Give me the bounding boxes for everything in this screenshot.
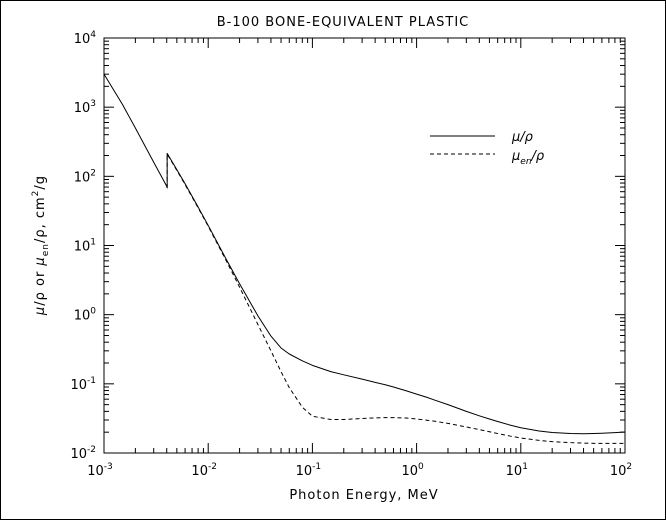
y-tick-label-exp: -1 bbox=[87, 376, 96, 386]
series-muen-rho-line bbox=[166, 153, 625, 444]
x-tick-label: 10-1 bbox=[296, 462, 322, 479]
x-tick-label-base: 10 bbox=[506, 464, 523, 479]
legend-label-muen-rho-main: μ bbox=[511, 149, 520, 164]
legend-label-mu-rho-rest: /ρ bbox=[519, 130, 533, 145]
x-tick-label-exp: 1 bbox=[522, 462, 528, 472]
y-axis-title-or: or bbox=[33, 266, 48, 292]
y-axis-title-mu: μ bbox=[33, 306, 48, 316]
y-axis-title-unit-end: /g bbox=[33, 175, 48, 190]
x-tick-label-exp: -2 bbox=[208, 462, 217, 472]
x-tick-label: 102 bbox=[610, 462, 632, 479]
x-tick-label: 101 bbox=[506, 462, 528, 479]
x-tick-label: 10-2 bbox=[191, 462, 217, 479]
y-tick-label: 102 bbox=[74, 168, 96, 185]
y-tick-label-base: 10 bbox=[70, 378, 87, 393]
y-axis-title-slash2: /ρ, cm bbox=[33, 196, 48, 243]
y-axis-title-slash1: /ρ bbox=[33, 291, 48, 306]
y-axis-title-sup: 2 bbox=[31, 190, 41, 197]
y-tick-label: 103 bbox=[74, 99, 96, 116]
x-tick-label-base: 10 bbox=[296, 464, 313, 479]
y-tick-label-exp: 3 bbox=[90, 99, 96, 109]
y-tick-label-exp: 1 bbox=[90, 238, 96, 248]
y-tick-label: 10-1 bbox=[70, 376, 96, 393]
y-tick-label-base: 10 bbox=[74, 240, 91, 255]
y-tick-label: 104 bbox=[74, 30, 97, 47]
x-axis-title: Photon Energy, MeV bbox=[289, 488, 438, 503]
x-tick-label-base: 10 bbox=[191, 464, 208, 479]
axis-tick-labels: 10-3 10-2 10-1 100 101 10210-210-110010110210… bbox=[70, 30, 632, 479]
y-tick-label-exp: 2 bbox=[90, 168, 96, 178]
data-curves bbox=[103, 73, 626, 444]
y-tick-label-base: 10 bbox=[74, 170, 91, 185]
y-tick-label-exp: -2 bbox=[87, 445, 96, 455]
series-mu-rho-line bbox=[103, 73, 626, 435]
y-tick-label-base: 10 bbox=[74, 101, 91, 116]
legend-label-muen-rho: μen/ρ bbox=[511, 149, 545, 167]
y-tick-label: 100 bbox=[74, 307, 97, 324]
x-tick-label-exp: -1 bbox=[312, 462, 321, 472]
x-tick-label: 100 bbox=[401, 462, 424, 479]
x-tick-label-exp: -3 bbox=[104, 462, 113, 472]
x-tick-label: 10-3 bbox=[87, 462, 113, 479]
y-tick-label: 101 bbox=[74, 238, 96, 255]
y-tick-label-base: 10 bbox=[74, 309, 91, 324]
legend-label-muen-rho-rest: /ρ bbox=[531, 149, 545, 164]
axis-ticks bbox=[103, 37, 626, 454]
chart-title: B-100 BONE-EQUIVALENT PLASTIC bbox=[217, 15, 470, 30]
legend: μ/ρ μen/ρ bbox=[430, 130, 545, 167]
y-axis-title: μ/ρ or μen/ρ, cm2/g bbox=[31, 175, 51, 316]
y-tick-label: 10-2 bbox=[70, 445, 96, 462]
y-tick-label-exp: 4 bbox=[90, 30, 96, 40]
y-axis-title-sub: en bbox=[41, 243, 51, 256]
x-tick-label-base: 10 bbox=[610, 464, 627, 479]
y-tick-label-exp: 0 bbox=[90, 307, 96, 317]
x-tick-label-base: 10 bbox=[87, 464, 104, 479]
y-axis-title-mu2: μ bbox=[33, 256, 48, 266]
legend-label-mu-rho-main: μ bbox=[511, 130, 520, 145]
y-tick-label-base: 10 bbox=[70, 447, 87, 462]
x-tick-label-exp: 2 bbox=[626, 462, 632, 472]
x-tick-label-exp: 0 bbox=[418, 462, 424, 472]
y-tick-label-base: 10 bbox=[74, 32, 91, 47]
x-tick-label-base: 10 bbox=[401, 464, 418, 479]
legend-label-mu-rho: μ/ρ bbox=[511, 130, 534, 145]
legend-label-muen-rho-sub: en bbox=[520, 157, 532, 167]
